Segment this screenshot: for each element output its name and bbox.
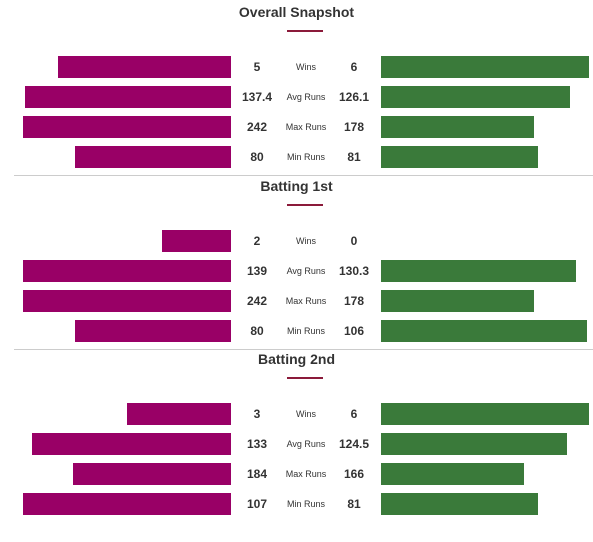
- chart-section-2: Batting 1st 2 Wins 0 139 Avg Runs 130.3 242 Max …: [0, 174, 593, 348]
- bar-team-a: [23, 493, 231, 515]
- bar-team-a: [73, 463, 231, 485]
- value-team-b: 178: [343, 120, 365, 134]
- stat-row: 184 Max Runs 166: [0, 463, 593, 485]
- bar-team-b: [381, 56, 589, 78]
- value-team-b: 0: [350, 234, 358, 248]
- stat-row: 107 Min Runs 81: [0, 493, 593, 515]
- metric-label: Max Runs: [285, 122, 327, 132]
- bar-team-a: [58, 56, 231, 78]
- metric-label: Min Runs: [286, 326, 325, 336]
- bar-team-a: [32, 433, 231, 455]
- bar-team-b: [381, 403, 589, 425]
- section-title: Batting 1st: [260, 178, 333, 194]
- bar-team-a: [162, 230, 231, 252]
- value-team-a: 80: [250, 324, 264, 338]
- stat-row: 80 Min Runs 106: [0, 320, 593, 342]
- metric-label: Wins: [296, 236, 316, 246]
- bar-team-b: [381, 493, 538, 515]
- bar-team-a: [23, 116, 231, 138]
- value-team-b: 166: [343, 467, 365, 481]
- value-team-a: 2: [253, 234, 261, 248]
- stat-row: 242 Max Runs 178: [0, 290, 593, 312]
- bar-team-a: [127, 403, 231, 425]
- bar-team-a: [23, 290, 231, 312]
- section-divider: [14, 175, 593, 176]
- section-title: Batting 2nd: [258, 351, 335, 367]
- metric-label: Avg Runs: [286, 92, 326, 102]
- value-team-b: 124.5: [338, 437, 370, 451]
- value-team-b: 130.3: [338, 264, 370, 278]
- section-divider: [14, 349, 593, 350]
- bar-team-a: [75, 320, 231, 342]
- stat-row: 242 Max Runs 178: [0, 116, 593, 138]
- title-underline: [287, 377, 323, 379]
- value-team-a: 139: [246, 264, 268, 278]
- bar-team-a: [75, 146, 231, 168]
- metric-label: Min Runs: [286, 499, 325, 509]
- bar-team-b: [381, 320, 587, 342]
- bar-team-b: [381, 116, 534, 138]
- bar-team-b: [381, 260, 576, 282]
- value-team-b: 81: [347, 497, 361, 511]
- section-title: Overall Snapshot: [238, 4, 355, 20]
- bar-team-b: [381, 146, 538, 168]
- stat-row: 137.4 Avg Runs 126.1: [0, 86, 593, 108]
- value-team-a: 3: [253, 407, 261, 421]
- bar-team-b: [381, 86, 570, 108]
- value-team-a: 80: [250, 150, 264, 164]
- bar-team-b: [381, 290, 534, 312]
- value-team-b: 178: [343, 294, 365, 308]
- bar-team-a: [25, 86, 231, 108]
- value-team-a: 133: [246, 437, 268, 451]
- chart-section-3: Batting 2nd 3 Wins 6 133 Avg Runs 124.5 184 Max …: [0, 347, 593, 521]
- value-team-a: 184: [246, 467, 268, 481]
- value-team-b: 81: [347, 150, 361, 164]
- chart-section-1: Overall Snapshot 5 Wins 6 137.4 Avg Runs 126.1…: [0, 0, 593, 174]
- bar-team-a: [23, 260, 231, 282]
- value-team-a: 242: [246, 120, 268, 134]
- metric-label: Avg Runs: [286, 439, 326, 449]
- bar-team-b: [381, 433, 567, 455]
- stat-row: 5 Wins 6: [0, 56, 593, 78]
- metric-label: Wins: [296, 62, 316, 72]
- stat-row: 139 Avg Runs 130.3: [0, 260, 593, 282]
- title-underline: [287, 30, 323, 32]
- value-team-b: 6: [350, 60, 358, 74]
- title-underline: [287, 204, 323, 206]
- metric-label: Avg Runs: [286, 266, 326, 276]
- stat-row: 80 Min Runs 81: [0, 146, 593, 168]
- value-team-b: 106: [343, 324, 365, 338]
- value-team-b: 126.1: [338, 90, 370, 104]
- value-team-b: 6: [350, 407, 358, 421]
- value-team-a: 5: [253, 60, 261, 74]
- stat-row: 2 Wins 0: [0, 230, 593, 252]
- metric-label: Max Runs: [285, 296, 327, 306]
- value-team-a: 242: [246, 294, 268, 308]
- bar-team-b: [381, 463, 524, 485]
- value-team-a: 137.4: [241, 90, 273, 104]
- value-team-a: 107: [246, 497, 268, 511]
- stat-row: 3 Wins 6: [0, 403, 593, 425]
- stat-row: 133 Avg Runs 124.5: [0, 433, 593, 455]
- metric-label: Wins: [296, 409, 316, 419]
- metric-label: Min Runs: [286, 152, 325, 162]
- metric-label: Max Runs: [285, 469, 327, 479]
